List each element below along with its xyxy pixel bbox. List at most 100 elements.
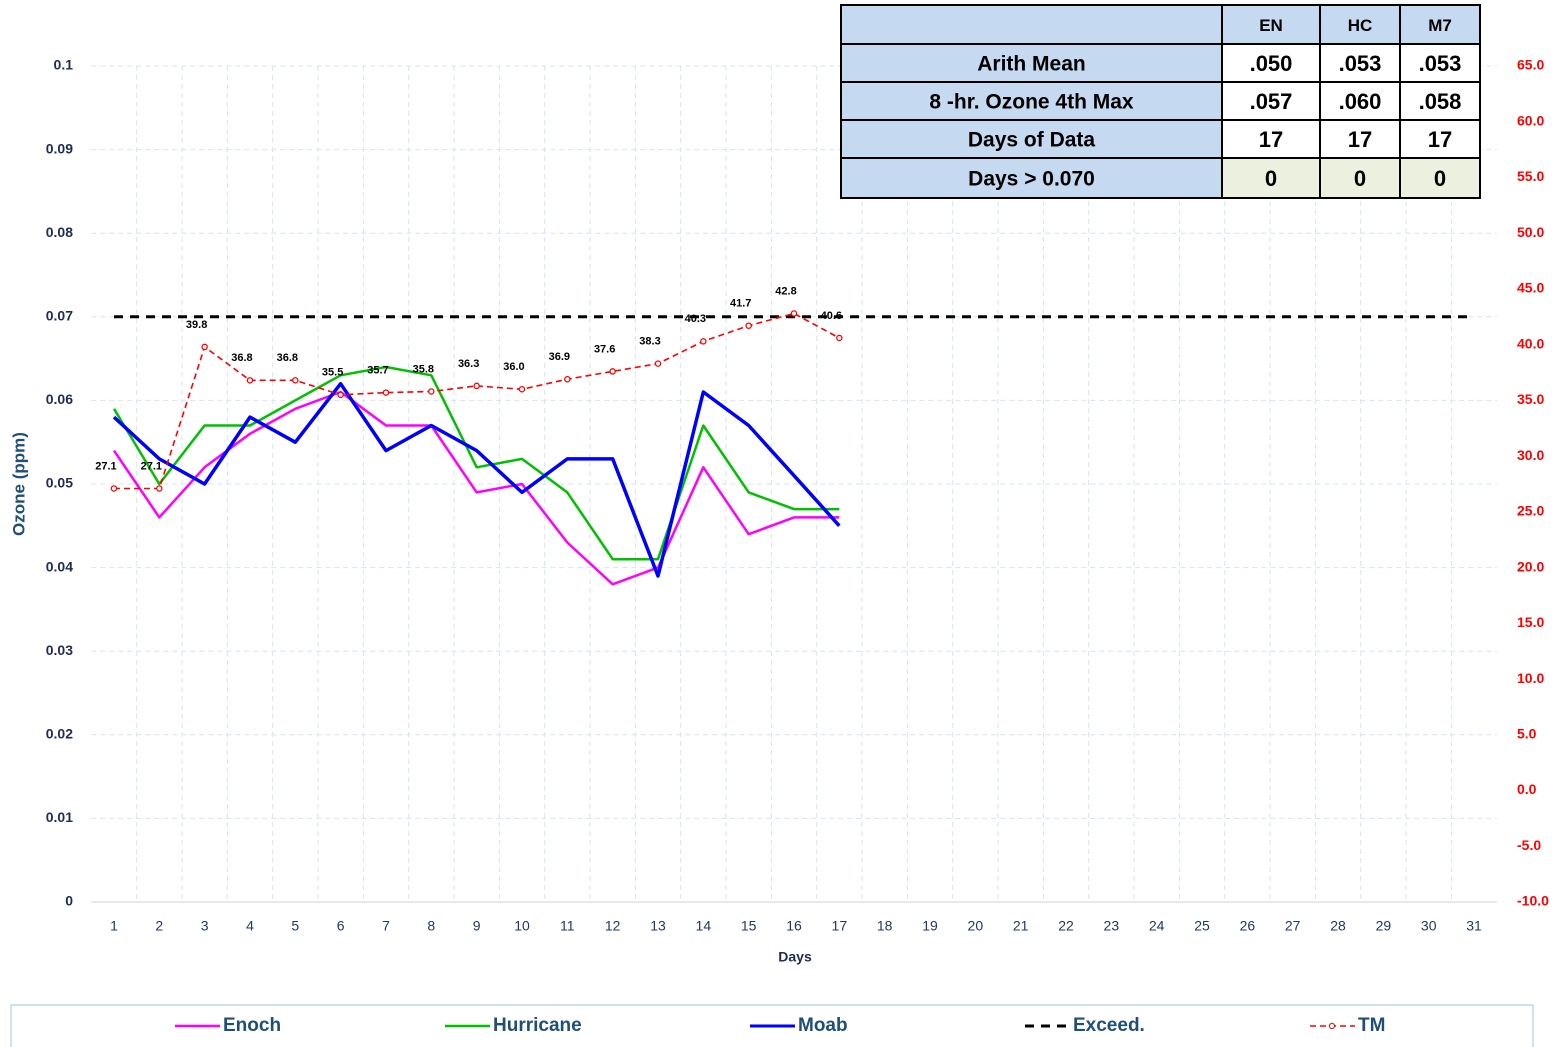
data-label: 35.7 [367,365,388,377]
y2-tick-label: -5.0 [1517,837,1541,853]
table-cell [840,43,1223,83]
data-label: 42.8 [775,285,796,297]
table-text: 0 [1434,166,1446,191]
point [790,310,798,317]
table-cell [1399,119,1481,159]
legend-marker [1328,1022,1336,1030]
x-tick-label: 26 [1240,918,1256,934]
table-text: M7 [1428,16,1452,35]
data-label: 35.5 [322,367,343,379]
table-cell [1319,157,1401,199]
x-tick-label: 6 [337,918,345,934]
table-cell [840,157,1223,199]
point [564,375,571,383]
table-text: .058 [1419,89,1462,114]
point [473,382,480,390]
x-tick-label: 19 [922,918,938,934]
y2-tick-label: 25.0 [1517,503,1544,519]
table-text: EN [1259,16,1283,35]
data-label: 40.3 [685,313,706,325]
data-label: 36.8 [277,352,298,364]
x-tick-label: 16 [786,918,802,934]
legend-label: Exceed. [1073,1015,1145,1036]
x-tick-label: 28 [1330,918,1346,934]
point [654,360,662,367]
x-tick-label: 10 [514,918,530,934]
x-tick-label: 18 [877,918,893,934]
table-cell [1221,81,1321,121]
x-tick-label: 24 [1149,918,1165,934]
x-tick-label: 3 [201,918,209,934]
point [201,343,208,351]
y-tick-label: 0.01 [46,809,73,825]
y2-tick-label: 15.0 [1517,614,1544,630]
x-tick-label: 8 [427,918,435,934]
data-label: 37.6 [594,343,615,355]
point [836,334,843,342]
x-tick-label: 5 [291,918,299,934]
table-text: 0 [1354,166,1366,191]
x-tick-label: 27 [1285,918,1301,934]
legend-label: Moab [798,1015,848,1036]
y-tick-label: 0.05 [46,475,73,491]
table-text: Arith Mean [977,53,1086,76]
x-tick-label: 30 [1421,918,1437,934]
table-text: HC [1348,16,1373,35]
y-tick-label: 0.02 [46,726,73,742]
table-text: 17 [1428,127,1452,152]
data-label: 36.8 [231,352,252,364]
table-text: .060 [1339,89,1382,114]
y2-tick-label: 30.0 [1517,447,1544,463]
point [518,386,526,393]
table-text: .057 [1250,89,1293,114]
x-tick-label: 23 [1104,918,1120,934]
point [156,485,163,492]
y2-tick-label: 35.0 [1517,391,1544,407]
y-tick-label: 0.08 [46,224,73,240]
y2-tick-label: 40.0 [1517,335,1544,351]
legend-box [10,1004,1534,1047]
data-label: 36.3 [458,358,479,370]
legend-label: Enoch [223,1015,281,1036]
table-cell [840,4,1223,45]
y2-tick-label: 10.0 [1517,670,1544,686]
y2-tick-label: 20.0 [1517,558,1544,574]
series-line [114,312,840,490]
x-tick-label: 7 [382,918,390,934]
legend-label: TM [1358,1015,1385,1036]
table-cell [840,119,1223,159]
data-label: 36.0 [503,361,524,373]
table-cell [1221,157,1321,199]
point [428,388,435,395]
point [745,322,752,329]
point [246,377,254,384]
y-tick-label: 0.09 [46,140,73,156]
x-tick-label: 11 [560,918,575,934]
point [700,338,707,345]
table-cell [1221,119,1321,159]
x-tick-label: 20 [968,918,984,934]
series-line [112,365,840,561]
table-text: Days > 0.070 [968,168,1095,191]
y2-tick-label: 45.0 [1517,280,1544,296]
x-tick-label: 15 [741,918,757,934]
table-text: 0 [1265,166,1277,191]
table-text: .053 [1339,51,1382,76]
x-tick-label: 14 [696,918,712,934]
table-text: .053 [1419,51,1462,76]
table-text: 8 -hr. Ozone 4th Max [929,91,1134,114]
y-tick-label: 0.03 [46,642,73,658]
data-label: 38.3 [639,336,660,348]
x-tick-label: 17 [832,918,848,934]
table-cell [840,81,1223,121]
table-text: .050 [1250,51,1293,76]
y-tick-label: 0 [65,893,73,909]
data-label: 40.6 [821,310,842,322]
table-cell [1399,4,1481,45]
y2-tick-label: 50.0 [1517,224,1544,240]
x-tick-label: 31 [1466,918,1482,934]
x-tick-label: 21 [1013,918,1029,934]
legend-label: Hurricane [493,1015,582,1036]
data-label: 36.9 [549,351,570,363]
